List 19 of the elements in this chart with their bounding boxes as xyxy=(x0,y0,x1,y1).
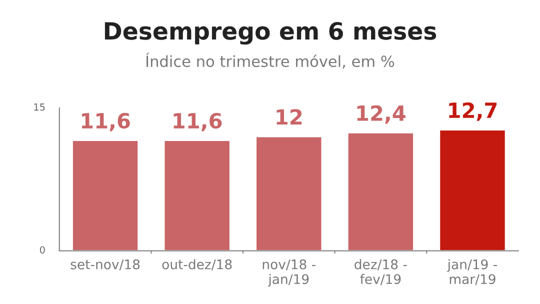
x-tick-label: nov/18 - jan/19 xyxy=(262,259,316,287)
chart-subtitle: Índice no trimestre móvel, em % xyxy=(146,52,394,69)
data-label: 12 xyxy=(276,109,302,125)
bar xyxy=(346,132,414,251)
bar xyxy=(72,140,140,251)
x-tick-label: jan/19 - mar/19 xyxy=(447,259,498,286)
y-tick-label: 0 xyxy=(40,246,45,254)
data-label: 11,6 xyxy=(82,112,130,132)
chart-title: Desemprego em 6 meses xyxy=(104,22,436,45)
bar xyxy=(163,140,231,251)
x-tick-label: set-nov/18 xyxy=(70,259,140,270)
data-label: 12,4 xyxy=(357,105,406,124)
bar xyxy=(255,136,323,251)
data-label: 12,7 xyxy=(449,102,497,121)
data-label: 11,6 xyxy=(174,112,222,132)
x-tick-label: dez/18 - fev/19 xyxy=(354,259,407,286)
y-tick-label: 15 xyxy=(34,104,45,111)
x-tick-label: out-dez/18 xyxy=(162,259,232,270)
bar xyxy=(438,129,506,251)
